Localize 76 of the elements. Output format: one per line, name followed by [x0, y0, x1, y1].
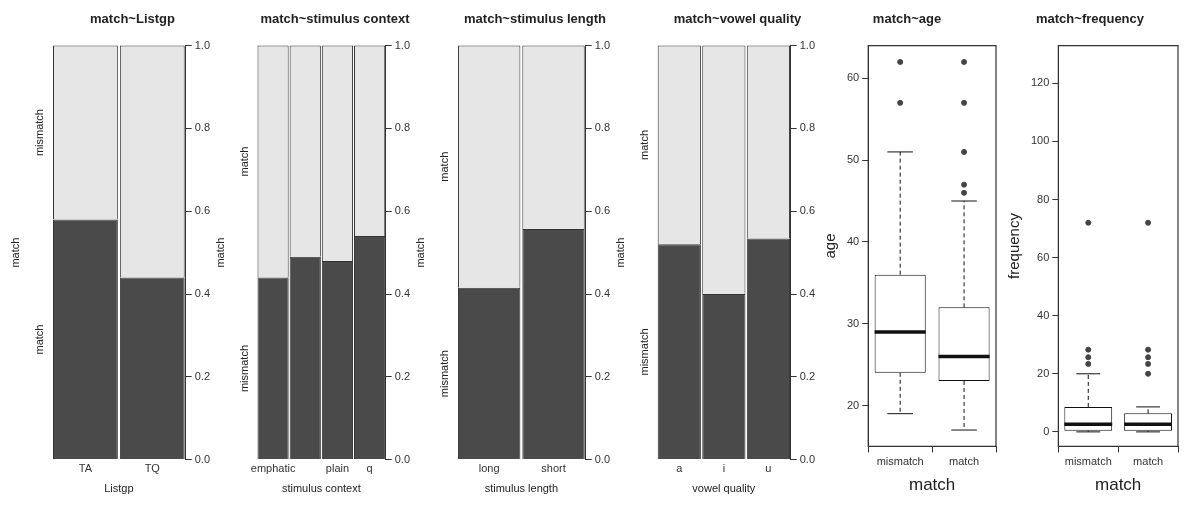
x-tick-label: TQ	[144, 462, 161, 475]
y-axis-title: age	[821, 233, 839, 259]
x-tick-label: mismatch	[876, 455, 924, 468]
y-tick-label: 0.2	[194, 369, 211, 382]
x-axis-title: vowel quality	[692, 482, 756, 495]
x-tick-label: a	[676, 462, 684, 475]
y-axis-title: match	[614, 237, 627, 268]
x-tick-label: u	[765, 462, 772, 475]
y-axis-title: frequency	[1005, 212, 1023, 279]
y-tick-label: 20	[1037, 366, 1050, 379]
y-tick-label: 100	[1030, 134, 1050, 147]
x-axis-title: Listgp	[104, 482, 134, 495]
chart-title: match~age	[872, 11, 942, 27]
text: mismatch	[638, 328, 651, 376]
y-tick-label: 1.0	[394, 38, 411, 51]
x-tick-label: match	[1133, 455, 1164, 468]
y-tick-label: 0.4	[594, 287, 611, 300]
y-tick-label: 120	[1030, 76, 1050, 89]
x-tick-label: emphatic	[250, 462, 296, 475]
x-tick-label: TA	[78, 462, 93, 475]
x-axis-title: stimulus length	[484, 482, 559, 495]
y-tick-label: 1.0	[594, 38, 611, 51]
y-tick-label: 0.2	[594, 369, 611, 382]
text: match	[638, 129, 651, 160]
chart-title: match~frequency	[1035, 11, 1145, 27]
y-tick-label: 0.0	[194, 452, 211, 465]
y-tick-label: 0.6	[394, 204, 411, 217]
x-axis-title: match	[908, 475, 956, 495]
x-tick-label: plain	[325, 462, 350, 475]
x-tick-label: short	[541, 462, 566, 475]
y-axis-title: match	[414, 237, 427, 268]
y-tick-label: 0.2	[394, 369, 411, 382]
y-tick-label: 0.4	[799, 287, 816, 300]
chart-title: match~vowel quality	[673, 11, 803, 27]
y-tick-label: 30	[846, 316, 860, 329]
x-axis-title: stimulus context	[281, 482, 361, 495]
x-tick-label: mismatch	[1064, 455, 1112, 468]
y-tick-label: 1.0	[194, 38, 211, 51]
y-tick-label: 0.8	[799, 121, 816, 134]
chart-title: match~stimulus length	[464, 11, 607, 27]
x-tick-label: long	[478, 462, 500, 475]
y-tick-label: 0.0	[394, 452, 411, 465]
y-tick-label: 0.8	[594, 121, 611, 134]
y-tick-label: 80	[1037, 192, 1050, 205]
text: mismatch	[33, 109, 46, 157]
y-tick-label: 0.0	[594, 452, 611, 465]
y-tick-label: 50	[846, 153, 860, 166]
y-tick-label: 40	[1037, 308, 1050, 321]
text: match	[33, 324, 46, 355]
y-tick-label: 0.8	[194, 121, 211, 134]
y-tick-label: 1.0	[799, 38, 816, 51]
y-tick-label: 0.4	[394, 287, 411, 300]
text: match	[438, 151, 451, 182]
y-tick-label: 20	[846, 398, 860, 411]
y-axis-title: match	[9, 237, 22, 268]
x-tick-label: match	[949, 455, 980, 468]
y-axis-title: match	[214, 237, 227, 268]
chart-title: match~stimulus context	[260, 11, 411, 27]
x-axis-title: match	[1095, 475, 1142, 495]
y-tick-label: 0.6	[194, 204, 211, 217]
text: match	[238, 146, 251, 177]
y-tick-label: 0.2	[799, 369, 816, 382]
x-tick-label: q	[366, 462, 373, 475]
y-tick-label: 0.6	[594, 204, 611, 217]
y-tick-label: 0.6	[799, 204, 816, 217]
chart-title: match~Listgp	[90, 11, 175, 27]
y-tick-label: 0.8	[394, 121, 411, 134]
y-tick-label: 60	[846, 71, 860, 84]
y-tick-label: 60	[1037, 250, 1050, 263]
text: mismatch	[238, 344, 251, 393]
y-tick-label: 40	[846, 234, 860, 247]
y-tick-label: 0.0	[799, 452, 816, 465]
y-tick-label: 0	[1043, 424, 1050, 437]
x-tick-label: i	[722, 462, 726, 475]
text: mismatch	[438, 350, 451, 398]
y-tick-label: 0.4	[194, 287, 211, 300]
